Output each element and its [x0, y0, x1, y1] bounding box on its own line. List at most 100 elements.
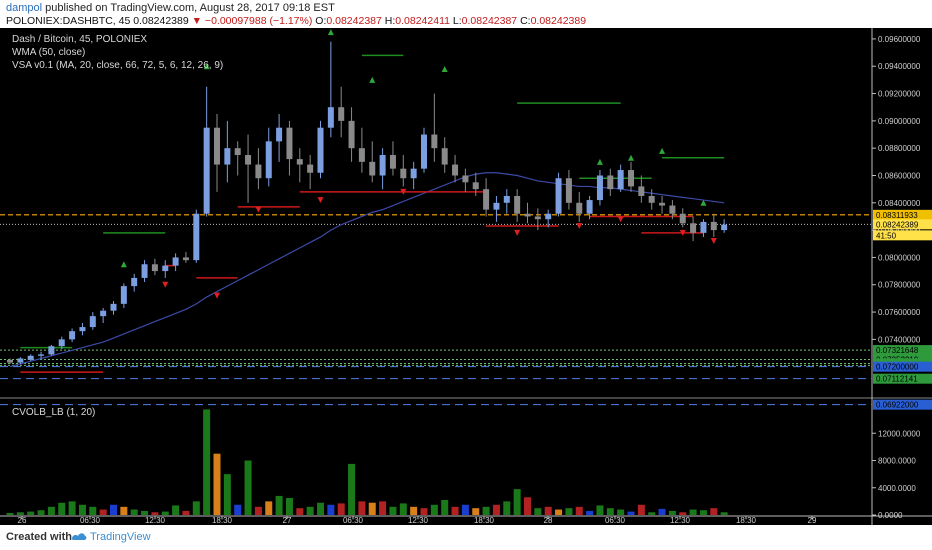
- candle-body: [348, 120, 355, 149]
- price-change: ▼ −0.00097988 (−1.17%): [191, 15, 313, 27]
- time-tick-label: 18:30: [736, 516, 757, 525]
- candle-body: [327, 107, 334, 128]
- price-tick-label: 0.09000000: [878, 117, 921, 126]
- down-arrow-icon: [514, 229, 521, 236]
- price-tick-label: 0.08000000: [878, 253, 921, 262]
- volume-bar: [151, 512, 159, 515]
- time-tick-label: 06:30: [605, 516, 626, 525]
- up-arrow-icon: [120, 261, 127, 268]
- volume-bar: [234, 504, 242, 515]
- volume-bar: [668, 510, 676, 515]
- price-tag-label: 0.06922000: [876, 401, 919, 410]
- volume-bar: [16, 512, 24, 515]
- volume-bar: [27, 511, 35, 515]
- chart-svg[interactable]: 0.09600000 0.09400000 0.09200000 0.09000000…: [0, 28, 932, 525]
- volume-bar: [265, 501, 273, 515]
- candle-body: [100, 310, 107, 317]
- volume-bar: [710, 508, 718, 515]
- volume-bar: [130, 509, 138, 515]
- volume-bar: [99, 509, 107, 515]
- volume-tick-label: 4000.0000: [878, 484, 916, 493]
- created-with-label: Created with: [6, 531, 73, 543]
- price-tick-label: 0.07600000: [878, 308, 921, 317]
- volume-bar: [223, 474, 231, 515]
- volume-bar: [296, 508, 304, 515]
- candle-body: [452, 164, 459, 176]
- down-arrow-icon: [710, 238, 717, 245]
- volume-bar: [420, 508, 428, 515]
- candle-body: [659, 202, 666, 206]
- publish-text: published on TradingView.com, August 28,…: [45, 2, 335, 14]
- candle-body: [58, 339, 65, 347]
- volume-bar: [327, 504, 335, 515]
- candle-body: [586, 200, 593, 214]
- author-link[interactable]: dampol: [6, 2, 43, 14]
- volume-bar: [203, 409, 211, 515]
- volume-bar: [161, 511, 169, 515]
- candle-body: [431, 134, 438, 149]
- candle-body: [503, 195, 510, 203]
- candle-body: [38, 354, 45, 356]
- volume-bar: [399, 503, 407, 515]
- time-tick-label: 12:30: [408, 516, 429, 525]
- down-arrow-icon: [576, 223, 583, 230]
- volume-bar: [555, 509, 563, 515]
- time-tick-label: 18:30: [474, 516, 495, 525]
- price-tick-label: 0.09600000: [878, 35, 921, 44]
- tradingview-link[interactable]: TradingView: [90, 531, 151, 543]
- price-tag-bg: [873, 230, 932, 241]
- price-tag-label: 0.07200000: [876, 363, 919, 372]
- symbol-label: POLONIEX:DASHBTC, 45: [6, 15, 131, 27]
- candle-body: [69, 331, 76, 340]
- up-arrow-icon: [628, 154, 634, 161]
- volume-bar: [275, 495, 283, 515]
- volume-bar: [658, 508, 666, 515]
- ohlc-high: 0.08242411: [395, 15, 450, 27]
- volume-bar: [213, 453, 221, 515]
- ohlc-o-label: O:: [315, 15, 327, 27]
- volume-bar: [389, 506, 397, 515]
- legend-vsa: VSA v0.1 (MA, 20, close, 66, 72, 5, 6, 1…: [12, 60, 224, 71]
- volume-tick-label: 12000.0000: [878, 429, 921, 438]
- volume-bar: [430, 504, 438, 515]
- time-tick-label: 18:30: [212, 516, 233, 525]
- legend-volume: CVOLB_LB (1, 20): [12, 407, 96, 418]
- candle-body: [182, 257, 189, 261]
- down-arrow-icon: [679, 229, 686, 236]
- volume-bar: [410, 506, 418, 515]
- candle-body: [483, 189, 490, 210]
- time-tick-label: 12:30: [145, 516, 166, 525]
- price-tag-label: 0.07321648: [876, 346, 919, 355]
- volume-bar: [317, 502, 324, 515]
- price-tick-label: 0.09400000: [878, 62, 921, 71]
- up-arrow-icon: [441, 65, 448, 72]
- chart-canvas[interactable]: 0.09600000 0.09400000 0.09200000 0.09000000…: [0, 28, 932, 525]
- volume-bar: [68, 501, 76, 515]
- volume-bar: [37, 510, 45, 515]
- candle-body: [700, 221, 707, 233]
- volume-bar: [441, 500, 449, 515]
- last-price: 0.08242389: [133, 15, 189, 27]
- up-arrow-icon: [327, 29, 334, 36]
- volume-bar: [617, 509, 625, 515]
- volume-bar: [513, 489, 521, 515]
- volume-bar: [451, 506, 459, 515]
- candle-body: [472, 182, 479, 190]
- candle-body: [120, 286, 127, 304]
- volume-bar: [637, 504, 645, 515]
- candle-body: [679, 213, 686, 224]
- candle-body: [441, 148, 448, 165]
- volume-bar: [503, 501, 511, 515]
- candle-body: [27, 355, 34, 360]
- candle-body: [307, 164, 314, 173]
- candle-body: [296, 159, 303, 165]
- down-arrow-icon: [400, 188, 407, 195]
- candle-body: [576, 202, 583, 214]
- volume-bar: [482, 506, 490, 515]
- volume-bar: [699, 510, 707, 515]
- candle-body: [89, 316, 96, 328]
- up-arrow-icon: [596, 158, 603, 165]
- volume-bar: [679, 512, 687, 515]
- volume-bar: [348, 463, 356, 515]
- candle-body: [690, 223, 697, 233]
